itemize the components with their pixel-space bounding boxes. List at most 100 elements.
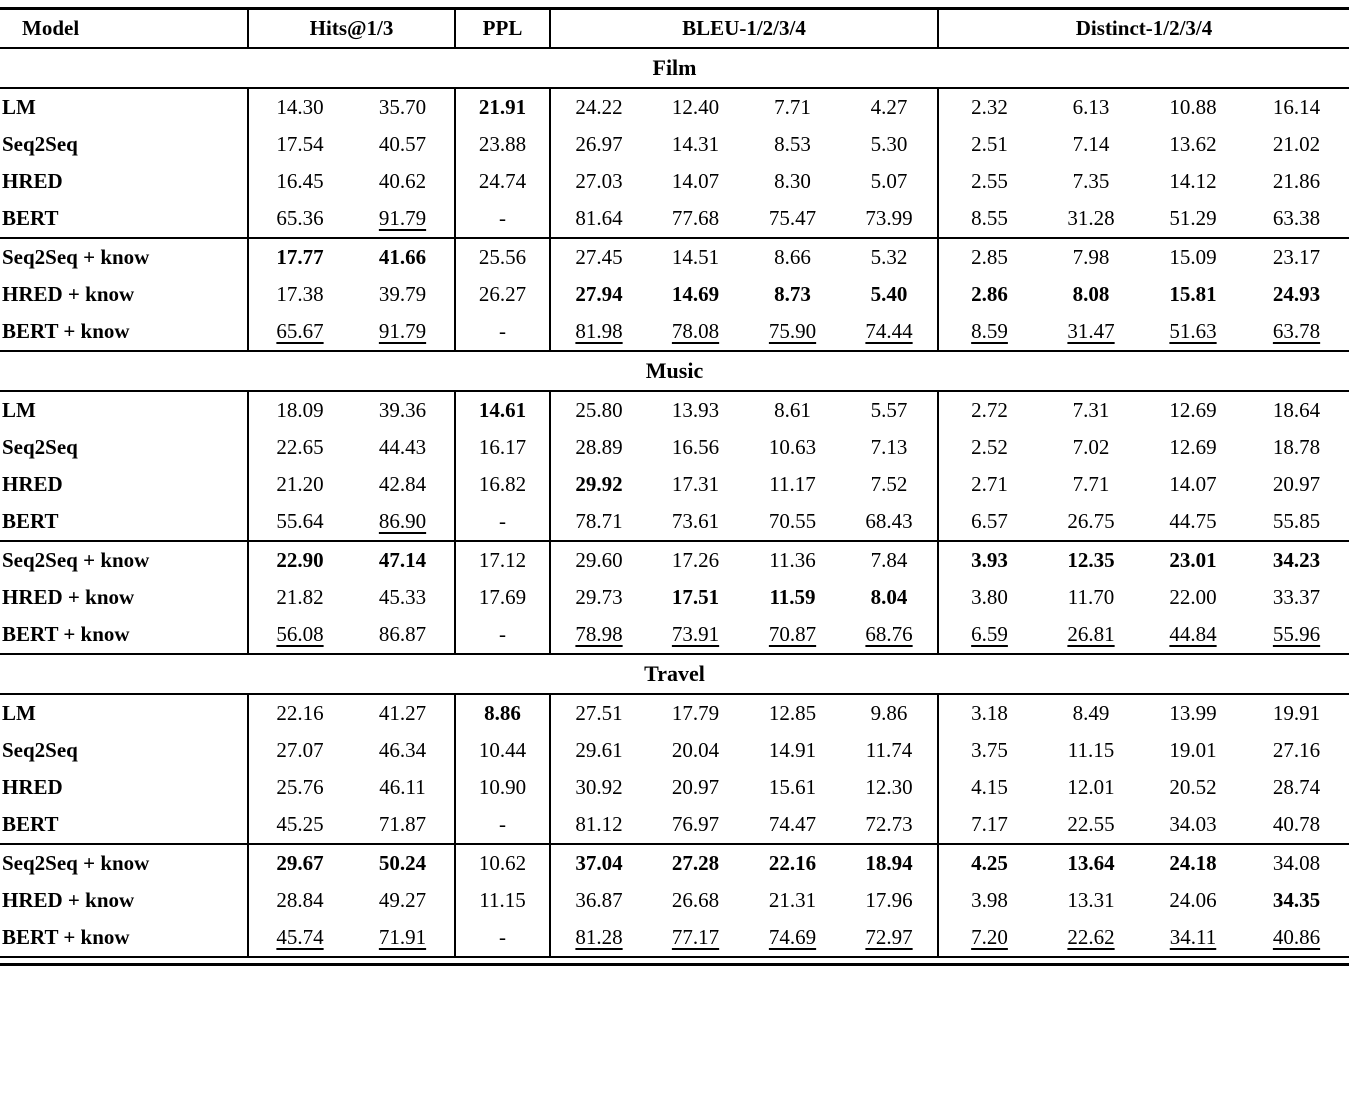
model-name: HRED bbox=[2, 169, 63, 193]
table-row: HRED + know 21.82 45.33 17.69 29.73 17.51 11.5… bbox=[0, 579, 1349, 616]
metric-cell: 17.77 bbox=[247, 237, 351, 276]
model-name: BERT bbox=[2, 509, 59, 533]
metric-cell: 22.62 bbox=[1040, 919, 1142, 957]
metric-cell: 71.91 bbox=[351, 919, 455, 957]
metric-value: 14.12 bbox=[1169, 169, 1217, 193]
metric-cell: 9.86 bbox=[841, 694, 938, 732]
metric-value: 29.73 bbox=[575, 585, 623, 609]
metric-value: 45.33 bbox=[378, 585, 427, 609]
metric-cell: 7.02 bbox=[1040, 429, 1142, 466]
metric-cell: 65.67 bbox=[247, 313, 351, 351]
metric-value: 17.54 bbox=[276, 132, 324, 156]
metric-value: 21.86 bbox=[1272, 169, 1321, 193]
metric-value: 4.15 bbox=[971, 775, 1008, 799]
metric-cell: 2.55 bbox=[937, 163, 1041, 200]
metric-cell: 42.84 bbox=[351, 466, 455, 503]
metric-value: 34.11 bbox=[1169, 925, 1217, 949]
metric-value: 40.62 bbox=[378, 169, 427, 193]
metric-cell: 24.06 bbox=[1142, 882, 1244, 919]
metric-cell: 12.01 bbox=[1040, 769, 1142, 806]
metric-cell: 71.87 bbox=[351, 806, 455, 844]
metric-cell: 8.59 bbox=[937, 313, 1041, 351]
metric-value: 8.59 bbox=[971, 319, 1008, 343]
metric-cell: 45.25 bbox=[247, 806, 351, 844]
metric-cell: 27.03 bbox=[549, 163, 648, 200]
metric-value: 21.20 bbox=[276, 472, 324, 496]
metric-value: 44.43 bbox=[378, 435, 427, 459]
column-header-group-3: Distinct-1/2/3/4 bbox=[937, 8, 1349, 49]
model-name: BERT + know bbox=[2, 319, 130, 343]
metric-cell: 10.63 bbox=[744, 429, 841, 466]
metric-value: 46.34 bbox=[378, 738, 427, 762]
metric-value: - bbox=[499, 622, 507, 646]
metric-cell: 24.93 bbox=[1244, 276, 1349, 313]
metric-cell: 10.62 bbox=[454, 843, 551, 882]
metric-cell: 91.79 bbox=[351, 200, 455, 238]
metric-value: 23.17 bbox=[1272, 245, 1321, 269]
metric-value: 14.30 bbox=[276, 95, 324, 119]
metric-cell: 29.61 bbox=[549, 732, 648, 769]
metric-cell: 72.97 bbox=[841, 919, 938, 957]
metric-value: 15.09 bbox=[1169, 245, 1217, 269]
metric-cell: 81.64 bbox=[549, 200, 648, 238]
metric-cell: 7.13 bbox=[841, 429, 938, 466]
metric-value: 16.82 bbox=[478, 472, 527, 496]
metric-value: 6.57 bbox=[971, 509, 1008, 533]
metric-cell: 12.30 bbox=[841, 769, 938, 806]
metric-cell: 46.34 bbox=[351, 732, 455, 769]
metric-cell: 65.36 bbox=[247, 200, 351, 238]
metric-cell: 81.12 bbox=[549, 806, 648, 844]
metric-cell: 17.38 bbox=[247, 276, 351, 313]
metric-cell: 28.89 bbox=[549, 429, 648, 466]
metric-value: 31.28 bbox=[1067, 206, 1115, 230]
metric-value: 26.81 bbox=[1067, 622, 1115, 646]
metric-cell: 8.86 bbox=[454, 694, 551, 732]
metric-cell: 23.88 bbox=[454, 126, 551, 163]
metric-value: 24.22 bbox=[575, 95, 623, 119]
model-name: Seq2Seq + know bbox=[0, 237, 248, 276]
model-name: HRED + know bbox=[2, 585, 135, 609]
model-name: HRED bbox=[2, 472, 63, 496]
metric-cell: 39.79 bbox=[351, 276, 455, 313]
header-row: Model Hits@1/3 PPL BLEU-1/2/3/4 Distinct-1/2… bbox=[0, 8, 1349, 49]
column-header-group-1: PPL bbox=[454, 8, 551, 49]
metric-value: 27.28 bbox=[671, 851, 720, 875]
metric-cell: 76.97 bbox=[647, 806, 744, 844]
metric-cell: 27.51 bbox=[549, 694, 648, 732]
metric-cell: 5.32 bbox=[841, 237, 939, 276]
metric-cell: - bbox=[454, 616, 551, 654]
metric-value: 75.47 bbox=[768, 206, 817, 230]
metric-value: 16.17 bbox=[478, 435, 527, 459]
metric-cell: 5.57 bbox=[841, 391, 938, 429]
model-name: LM bbox=[2, 701, 36, 725]
metric-value: 12.30 bbox=[865, 775, 913, 799]
metric-cell: 3.80 bbox=[937, 579, 1041, 616]
metric-cell: 14.31 bbox=[647, 126, 744, 163]
metric-cell: 4.15 bbox=[937, 769, 1041, 806]
bottom-rule-gap bbox=[0, 958, 1349, 963]
metric-value: 18.64 bbox=[1272, 398, 1321, 422]
metric-value: 2.71 bbox=[971, 472, 1008, 496]
metric-value: 71.87 bbox=[378, 812, 427, 836]
metric-cell: 73.99 bbox=[841, 200, 938, 238]
metric-cell: 34.03 bbox=[1142, 806, 1244, 844]
metric-cell: 78.08 bbox=[647, 313, 744, 351]
metric-value: 8.53 bbox=[774, 132, 811, 156]
metric-cell: 77.68 bbox=[647, 200, 744, 238]
metric-value: 11.15 bbox=[1067, 738, 1115, 762]
metric-value: 5.32 bbox=[870, 245, 908, 269]
metric-cell: 75.47 bbox=[744, 200, 841, 238]
metric-cell: 14.30 bbox=[247, 88, 351, 126]
metric-value: 71.91 bbox=[378, 925, 427, 949]
metric-value: 36.87 bbox=[575, 888, 623, 912]
metric-cell: 8.30 bbox=[744, 163, 841, 200]
model-name: HRED + know bbox=[2, 282, 135, 306]
table-row: Seq2Seq + know 17.77 41.66 25.56 27.45 14.51 8… bbox=[0, 237, 1349, 276]
metric-cell: 7.31 bbox=[1040, 391, 1142, 429]
metric-cell: - bbox=[454, 806, 551, 844]
metric-value: 16.14 bbox=[1272, 95, 1321, 119]
metric-cell: 41.27 bbox=[351, 694, 455, 732]
metric-cell: 26.27 bbox=[454, 276, 551, 313]
metric-cell: 39.36 bbox=[351, 391, 455, 429]
metric-value: 25.56 bbox=[478, 245, 527, 269]
